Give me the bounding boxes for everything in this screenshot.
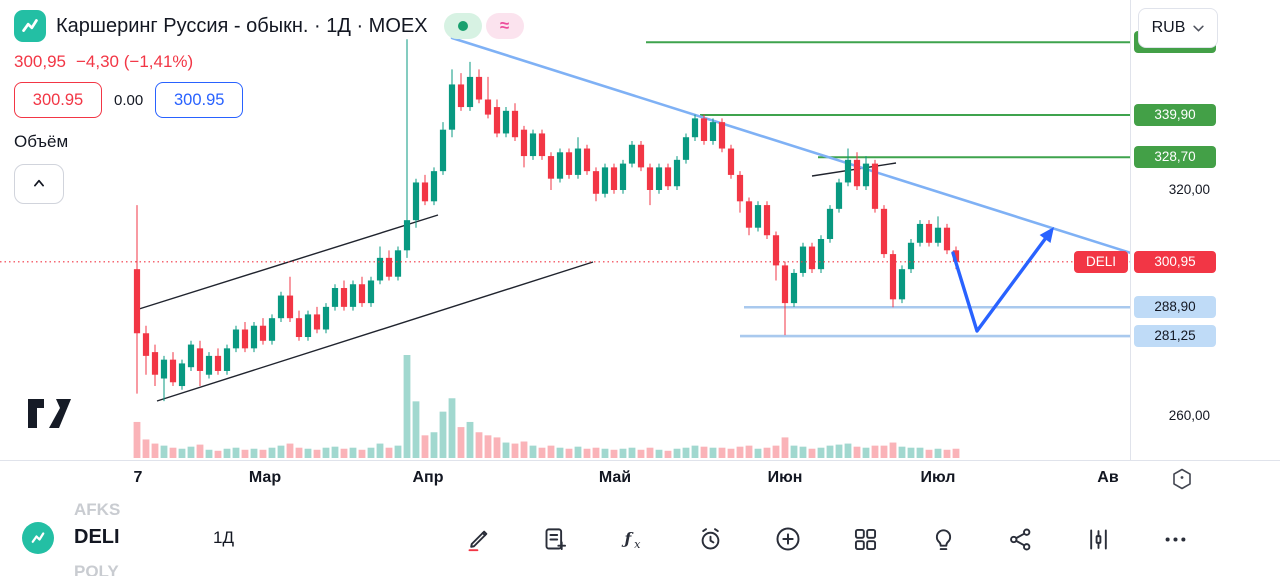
watchlist-item-below[interactable]: POLY <box>74 562 119 576</box>
chevron-up-icon <box>34 179 45 187</box>
price-axis-label: 281,25 <box>1134 325 1216 348</box>
collapse-legend-button[interactable] <box>14 164 64 204</box>
price-axis[interactable]: 339,90 328,70 320,00 300,95 DELI 288,90 281,25… <box>1074 0 1280 460</box>
time-axis-label: 7 <box>133 469 143 486</box>
time-axis[interactable]: 7 Мар Апр Май Июн Июл Ав <box>0 460 1280 498</box>
price-axis-label: 300,95 <box>1134 250 1216 273</box>
chart-header: Каршеринг Руссия - обыкн. · 1Д · MOEX ≈ … <box>14 10 524 204</box>
indicator-dot-pill[interactable] <box>443 13 482 39</box>
notes-icon[interactable] <box>540 523 572 555</box>
price-axis-separator <box>1130 0 1131 496</box>
layouts-icon[interactable] <box>850 523 882 555</box>
price-axis-label: 260,00 <box>1168 408 1210 424</box>
watchlist-item-above[interactable]: AFKS <box>74 500 121 519</box>
svg-text:ƒ: ƒ <box>621 529 634 548</box>
price-axis-label: 328,70 <box>1134 146 1216 169</box>
price-axis-label: 288,90 <box>1134 296 1216 319</box>
time-axis-label: Мар <box>248 469 282 486</box>
svg-text:x: x <box>634 537 641 550</box>
price-axis-label: 320,00 <box>1168 182 1210 197</box>
spread-value: 0.00 <box>114 91 144 109</box>
dot-icon <box>457 21 468 31</box>
time-axis-label: Апр <box>412 469 444 486</box>
hexagon-settings-icon <box>1173 468 1191 490</box>
currency-label: RUB <box>1151 19 1186 36</box>
last-price: 300,95 <box>14 52 66 71</box>
price-chart[interactable] <box>0 0 1130 460</box>
symbol-title[interactable]: Каршеринг Руссия - обыкн. · 1Д · MOEX <box>56 14 428 37</box>
bid-button[interactable]: 300.95 <box>14 82 102 118</box>
time-axis-label: Июн <box>767 469 803 486</box>
bottom-toolbar: AFKS POLY DELI 1Д ƒ x <box>0 497 1280 576</box>
currency-dropdown[interactable]: RUB <box>1138 8 1218 48</box>
indicators-icon[interactable]: ƒ x <box>617 523 649 555</box>
share-icon[interactable] <box>1005 523 1037 555</box>
alerts-icon[interactable] <box>695 523 727 555</box>
indicator-pills: ≈ <box>443 13 524 39</box>
time-axis-label: Май <box>598 469 632 486</box>
marker-icon[interactable] <box>462 523 494 555</box>
interval-button[interactable]: 1Д <box>213 528 234 547</box>
quick-settings-button[interactable] <box>1168 465 1196 493</box>
price-axis-label: 339,90 <box>1134 103 1216 126</box>
symbol-logo-icon <box>14 10 46 42</box>
symbol-price-tag: DELI <box>1074 250 1128 273</box>
price-change-row: 300,95 −4,30 (−1,41%) <box>14 52 524 72</box>
active-symbol-button[interactable]: DELI <box>74 526 120 548</box>
more-icon[interactable] <box>1160 523 1192 555</box>
indicator-approx-pill[interactable]: ≈ <box>485 13 524 39</box>
time-axis-label: Ав <box>1097 469 1119 486</box>
price-change: −4,30 (−1,41%) <box>76 52 194 71</box>
chevron-down-icon <box>1193 25 1205 32</box>
tradingview-logo-icon <box>27 399 71 428</box>
approx-icon: ≈ <box>499 16 510 35</box>
ask-button[interactable]: 300.95 <box>155 82 244 118</box>
candles-icon[interactable] <box>1082 523 1114 555</box>
time-axis-label: Июл <box>920 469 956 486</box>
add-icon[interactable] <box>772 523 804 555</box>
symbol-logo-small-icon <box>22 522 54 554</box>
volume-indicator-label: Объём <box>14 132 69 151</box>
ideas-icon[interactable] <box>927 523 959 555</box>
